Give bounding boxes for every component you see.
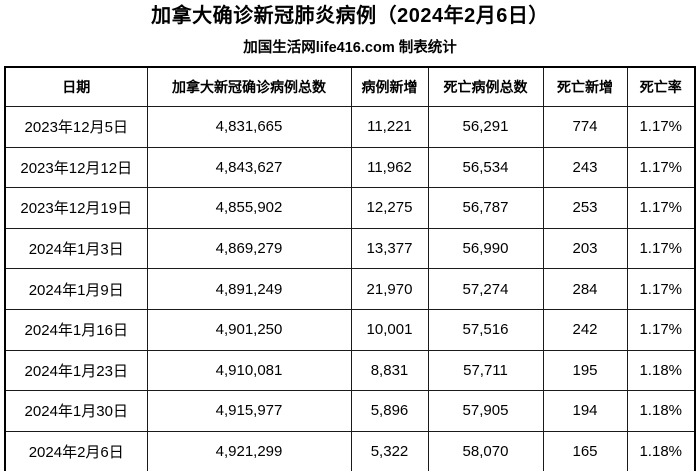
table-cell: 2024年1月30日: [4, 390, 148, 432]
table-cell: 21,970: [350, 268, 429, 310]
table-row: 2024年1月3日 4,869,279 13,377 56,990 203 1.17%: [4, 227, 696, 270]
table-cell: 4,921,299: [146, 430, 352, 471]
table-cell: 1.18%: [626, 390, 696, 432]
table-cell: 1.17%: [626, 106, 696, 148]
table-cell: 57,905: [427, 390, 544, 432]
table-cell: 2024年2月6日: [4, 430, 148, 471]
table-cell: 5,322: [350, 430, 429, 471]
column-header: 死亡新增: [542, 66, 628, 107]
table-row: 2023年12月12日 4,843,627 11,962 56,534 243 1.17%: [4, 146, 696, 189]
table-cell: 56,291: [427, 106, 544, 148]
table-cell: 57,711: [427, 349, 544, 392]
table-cell: 203: [542, 227, 628, 270]
table-cell: 243: [542, 146, 628, 189]
table-cell: 2023年12月19日: [4, 187, 148, 229]
table-cell: 57,274: [427, 268, 544, 310]
table-cell: 194: [542, 390, 628, 432]
table-cell: 5,896: [350, 390, 429, 432]
table-cell: 2023年12月5日: [4, 106, 148, 148]
table-cell: 57,516: [427, 308, 544, 351]
table-cell: 8,831: [350, 349, 429, 392]
table-cell: 1.17%: [626, 308, 696, 351]
table-row: 2023年12月5日 4,831,665 11,221 56,291 774 1.17%: [4, 106, 696, 148]
table-cell: 4,831,665: [146, 106, 352, 148]
table-cell: 1.17%: [626, 268, 696, 310]
table-cell: 1.18%: [626, 430, 696, 471]
column-header: 日期: [4, 66, 148, 107]
table-cell: 4,915,977: [146, 390, 352, 432]
table-cell: 56,990: [427, 227, 544, 270]
page-title: 加拿大确诊新冠肺炎病例（2024年2月6日）: [151, 5, 549, 27]
table-row: 2023年12月19日 4,855,902 12,275 56,787 253 1.17%: [4, 187, 696, 229]
table-body: 2023年12月5日 4,831,665 11,221 56,291 774 1.17% 2…: [4, 106, 696, 471]
table-cell: 4,855,902: [146, 187, 352, 229]
table-row: 2024年2月6日 4,921,299 5,322 58,070 165 1.18%: [4, 430, 696, 471]
table-cell: 253: [542, 187, 628, 229]
table-cell: 4,910,081: [146, 349, 352, 392]
table-cell: 11,962: [350, 146, 429, 189]
table-cell: 4,901,250: [146, 308, 352, 351]
table-cell: 4,869,279: [146, 227, 352, 270]
table-cell: 242: [542, 308, 628, 351]
table-row: 2024年1月23日 4,910,081 8,831 57,711 195 1.18%: [4, 349, 696, 392]
column-header: 加拿大新冠确诊病例总数: [146, 66, 352, 107]
table-cell: 2024年1月3日: [4, 227, 148, 270]
table-cell: 56,534: [427, 146, 544, 189]
table-cell: 1.17%: [626, 187, 696, 229]
table-cell: 2024年1月23日: [4, 349, 148, 392]
table-cell: 2024年1月16日: [4, 308, 148, 351]
table-cell: 56,787: [427, 187, 544, 229]
table-cell: 10,001: [350, 308, 429, 351]
table-cell: 11,221: [350, 106, 429, 148]
table-cell: 165: [542, 430, 628, 471]
column-header: 死亡病例总数: [427, 66, 544, 107]
table-cell: 284: [542, 268, 628, 310]
table-cell: 195: [542, 349, 628, 392]
table-cell: 1.17%: [626, 146, 696, 189]
table-cell: 4,843,627: [146, 146, 352, 189]
table-header-row: 日期 加拿大新冠确诊病例总数 病例新增 死亡病例总数 死亡新增 死亡率: [4, 66, 696, 107]
table-cell: 774: [542, 106, 628, 148]
table-row: 2024年1月9日 4,891,249 21,970 57,274 284 1.17%: [4, 268, 696, 310]
column-header: 病例新增: [350, 66, 429, 107]
table-cell: 2024年1月9日: [4, 268, 148, 310]
column-header: 死亡率: [626, 66, 696, 107]
covid-stats-table: 日期 加拿大新冠确诊病例总数 病例新增 死亡病例总数 死亡新增 死亡率 2023年12月5…: [4, 66, 696, 471]
table-row: 2024年1月30日 4,915,977 5,896 57,905 194 1.18%: [4, 390, 696, 432]
table-cell: 4,891,249: [146, 268, 352, 310]
page-subtitle: 加国生活网life416.com 制表统计: [243, 40, 457, 56]
table-cell: 2023年12月12日: [4, 146, 148, 189]
table-row: 2024年1月16日 4,901,250 10,001 57,516 242 1.17%: [4, 308, 696, 351]
table-cell: 13,377: [350, 227, 429, 270]
table-cell: 1.18%: [626, 349, 696, 392]
table-cell: 58,070: [427, 430, 544, 471]
table-cell: 12,275: [350, 187, 429, 229]
table-cell: 1.17%: [626, 227, 696, 270]
